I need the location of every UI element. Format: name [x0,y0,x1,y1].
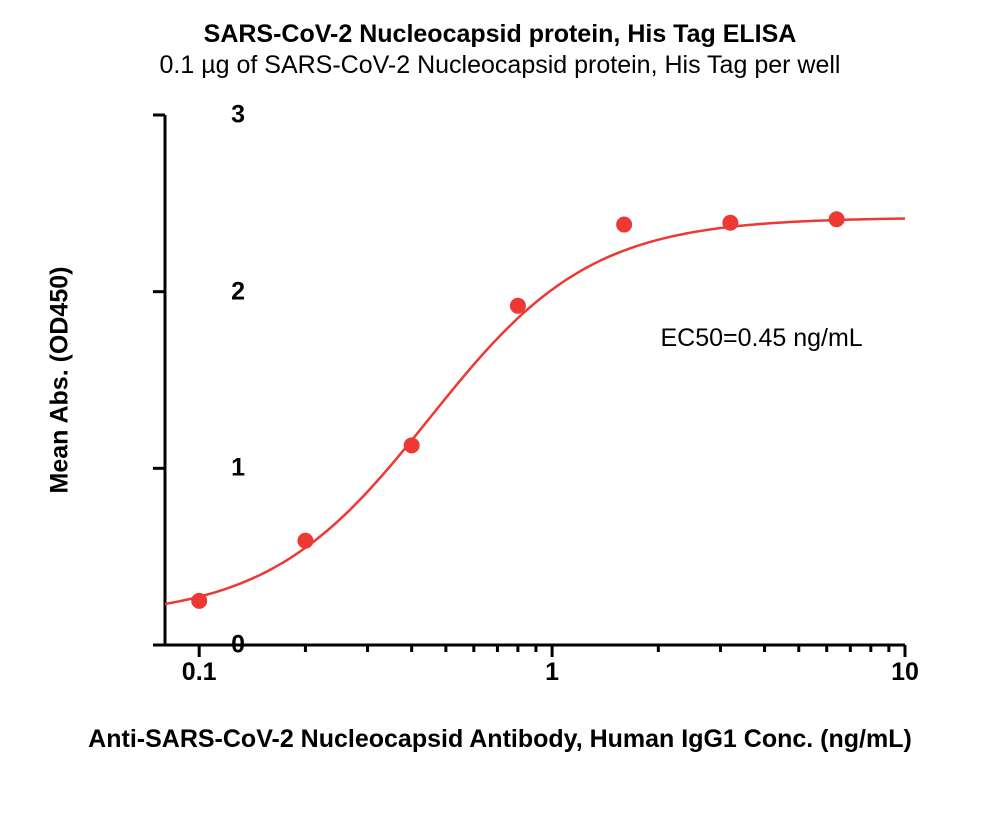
y-tick-label: 1 [165,454,245,483]
data-point [722,215,738,231]
y-tick-label: 2 [165,277,245,306]
y-tick-label: 3 [165,101,245,130]
chart-title-block: SARS-CoV-2 Nucleocapsid protein, His Tag… [0,20,1000,80]
x-tick-label: 0.1 [182,658,217,687]
elisa-chart: SARS-CoV-2 Nucleocapsid protein, His Tag… [0,0,1000,823]
y-tick-label: 0 [165,631,245,660]
data-point [829,211,845,227]
data-point [191,593,207,609]
plot-svg [165,115,905,645]
data-point [404,437,420,453]
y-axis-label: Mean Abs. (OD450) [46,267,75,494]
fit-curve [165,219,905,604]
x-tick-label: 10 [891,658,919,687]
data-point [297,533,313,549]
chart-title: SARS-CoV-2 Nucleocapsid protein, His Tag… [0,20,1000,49]
data-point [510,298,526,314]
ec50-annotation: EC50=0.45 ng/mL [660,324,862,353]
data-point [616,217,632,233]
x-tick-label: 1 [545,658,559,687]
plot-area [165,115,905,645]
x-axis-label: Anti-SARS-CoV-2 Nucleocapsid Antibody, H… [0,725,1000,754]
chart-subtitle: 0.1 µg of SARS-CoV-2 Nucleocapsid protei… [0,51,1000,80]
